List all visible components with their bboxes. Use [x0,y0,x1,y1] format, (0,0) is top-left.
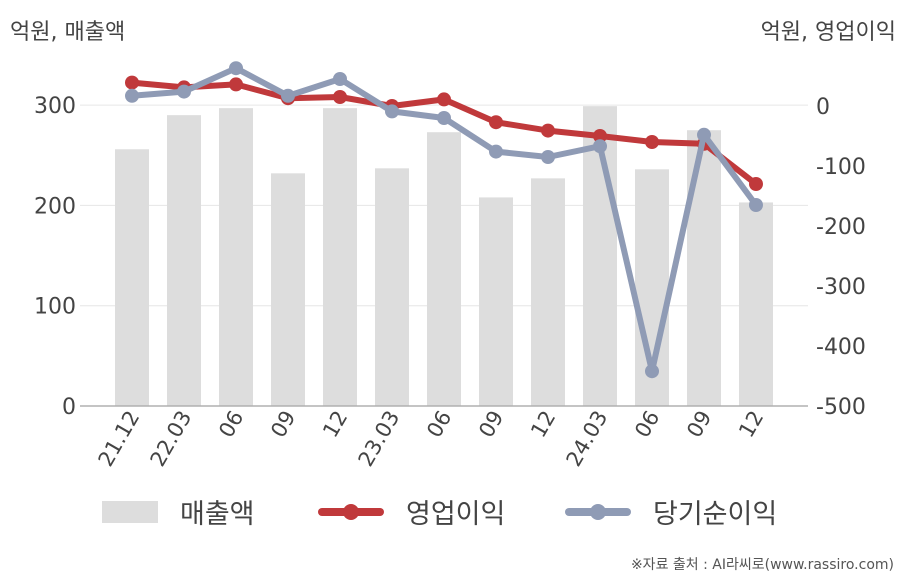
point-operating-profit [125,75,139,90]
right-tick-label: 0 [816,95,830,120]
point-net-income [437,111,451,125]
legend-swatch-net-income [565,498,631,526]
left-tick-label: 300 [34,94,76,119]
x-tick-label: 09 [266,407,300,442]
point-net-income [385,104,399,119]
point-net-income [749,198,763,212]
point-operating-profit [437,92,451,107]
point-net-income [593,139,607,154]
bar-revenue [739,202,773,406]
bar-revenue [531,178,565,406]
legend-label-operating-profit: 영업이익 [406,499,506,530]
x-tick-label: 09 [682,407,716,442]
right-tick-label: -400 [816,335,866,360]
point-net-income [489,144,503,159]
bar-revenue [271,173,305,406]
point-operating-profit [645,135,659,149]
right-tick-label: -200 [816,215,866,240]
x-tick-label: 12 [526,407,560,442]
x-tick-label: 12 [318,407,352,442]
x-tick-label: 06 [422,407,456,442]
x-tick-label: 22.03 [145,407,196,471]
x-tick-label: 21.12 [93,407,144,471]
bar-revenue [687,130,721,406]
legend-item-operating-profit: 영업이익 [318,492,505,531]
point-operating-profit [541,123,555,138]
x-tick-label: 06 [214,407,248,442]
legend-label-net-income: 당기순이익 [653,499,778,530]
bar-revenue [323,108,357,406]
point-net-income [125,88,139,103]
point-net-income [697,127,711,142]
bar-revenue [115,149,149,407]
bar-revenue [375,168,409,406]
point-net-income [645,364,659,379]
x-tick-label: 06 [630,407,664,442]
right-axis-unit-label: 억원, 영업이익 [760,20,896,45]
point-net-income [229,61,243,76]
legend-item-revenue: 매출액 [102,492,255,531]
point-operating-profit [229,77,243,92]
source-credit: ※자료 출처 : AI라씨로(www.rassiro.com) [630,557,894,573]
left-tick-label: 200 [34,194,76,219]
point-operating-profit [333,90,347,104]
x-tick-label: 23.03 [353,407,404,471]
right-tick-label: -500 [816,395,866,420]
legend-swatch-revenue [102,500,158,523]
left-tick-label: 100 [34,295,76,320]
point-net-income [541,150,555,164]
right-tick-label: -300 [816,275,866,300]
x-tick-label: 09 [474,407,508,442]
bar-revenue [479,197,513,406]
point-net-income [281,88,295,103]
right-tick-label: -100 [816,155,866,180]
point-net-income [177,84,191,99]
x-tick-label: 12 [734,407,768,442]
left-tick-label: 0 [62,395,76,420]
bar-revenue [427,132,461,406]
point-net-income [333,72,347,86]
legend-item-net-income: 당기순이익 [565,492,777,531]
point-operating-profit [489,115,503,130]
legend-swatch-operating-profit [318,498,384,526]
point-operating-profit [749,177,763,191]
x-tick-label: 24.03 [561,407,612,471]
bar-revenue [167,115,201,407]
bar-revenue [219,108,253,406]
left-axis-unit-label: 억원, 매출액 [10,20,126,45]
point-operating-profit [593,129,607,143]
legend-label-revenue: 매출액 [180,499,255,530]
